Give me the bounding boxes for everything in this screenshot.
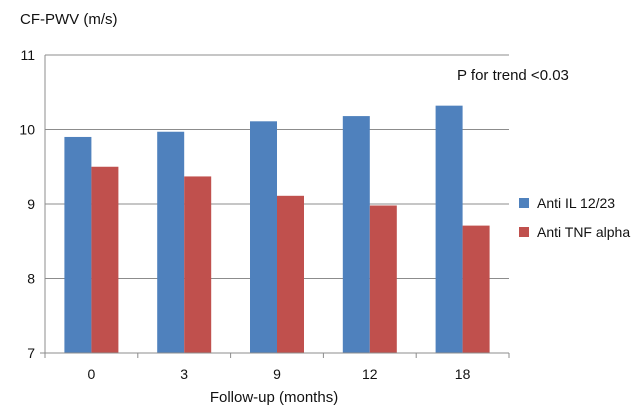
y-axis-title: CF-PWV (m/s) xyxy=(20,11,117,28)
bar-anti-tnf-alpha-9 xyxy=(277,195,304,353)
y-tick-label: 10 xyxy=(19,122,35,138)
bar-anti-il-12-23-3 xyxy=(157,131,185,353)
legend: Anti IL 12/23 Anti TNF alpha xyxy=(519,195,630,240)
legend-swatch xyxy=(519,198,529,208)
bar-anti-il-12-23-0 xyxy=(64,136,92,353)
bar-anti-tnf-alpha-18 xyxy=(462,225,490,353)
bars xyxy=(64,105,490,354)
bar-anti-tnf-alpha-12 xyxy=(369,205,397,353)
y-tick-labels: 7 8 9 10 11 xyxy=(19,47,35,361)
x-tick-label: 18 xyxy=(455,366,471,382)
x-tick-labels: 0 3 9 12 18 xyxy=(88,366,471,382)
axes xyxy=(40,55,510,358)
bar-anti-il-12-23-12 xyxy=(342,116,370,353)
legend-swatch xyxy=(519,227,529,237)
y-tick-label: 11 xyxy=(20,47,35,63)
x-tick-label: 9 xyxy=(273,366,281,382)
trend-annotation: P for trend <0.03 xyxy=(457,67,569,84)
legend-label: Anti IL 12/23 xyxy=(537,195,615,211)
y-tick-label: 9 xyxy=(27,196,35,212)
bar-anti-tnf-alpha-0 xyxy=(91,166,119,353)
x-tick-label: 0 xyxy=(88,366,96,382)
y-tick-label: 7 xyxy=(27,345,35,361)
bar-anti-tnf-alpha-3 xyxy=(184,176,212,353)
x-tick-label: 3 xyxy=(180,366,188,382)
legend-label: Anti TNF alpha xyxy=(537,224,630,240)
bar-anti-il-12-23-9 xyxy=(250,121,277,354)
x-axis-title: Follow-up (months) xyxy=(210,389,338,406)
y-tick-label: 8 xyxy=(27,271,35,287)
bar-anti-il-12-23-18 xyxy=(435,105,463,353)
x-tick-label: 12 xyxy=(362,366,378,382)
